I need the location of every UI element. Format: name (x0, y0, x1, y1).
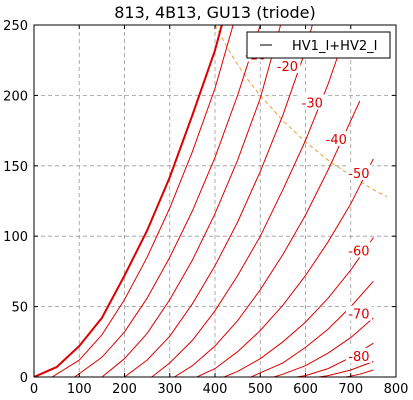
curve-label: -60 (348, 244, 369, 259)
x-tick-label: 500 (248, 382, 273, 397)
legend: HV1_I+HV2_I (246, 31, 391, 59)
curve-label-bg (274, 57, 301, 73)
grid-bias-curve-11 (319, 361, 374, 377)
x-tick-label: 800 (384, 382, 409, 397)
curve-label-bg (345, 164, 372, 180)
x-tick-label: 0 (30, 382, 38, 397)
plate-curves (34, 25, 388, 377)
y-tick-label: 150 (3, 160, 28, 175)
y-tick-label: 250 (3, 19, 28, 34)
grid-bias-curve-9 (273, 317, 374, 377)
grid-bias-curve-4 (151, 31, 347, 377)
curve-label: -40 (326, 133, 347, 148)
x-tick-label: 100 (67, 382, 92, 397)
grid-bias-curve-3 (124, 25, 313, 377)
x-tick-label: 300 (157, 382, 182, 397)
curve-label: -80 (348, 350, 369, 365)
dissipation-curve (214, 25, 388, 198)
y-tick-label: 100 (3, 230, 28, 245)
y-tick-label: 0 (20, 371, 28, 386)
grid-bias-curve-0 (51, 25, 234, 377)
curve-label: -30 (302, 96, 323, 111)
grid-bias-curve-2 (101, 25, 282, 377)
y-tick-label: 200 (3, 89, 28, 104)
legend-label: HV1_I+HV2_I (292, 39, 377, 54)
y-tick-label: 50 (11, 301, 28, 316)
zero-bias-curve (34, 25, 223, 377)
x-tick-label: 600 (293, 382, 318, 397)
curve-label: -50 (348, 167, 369, 182)
curve-label-bg (299, 94, 326, 110)
grid-bias-curve-6 (196, 158, 374, 377)
curve-label-bg (345, 305, 372, 321)
chart-title: 813, 4B13, GU13 (triode) (114, 3, 316, 22)
curve-label-bg (323, 131, 350, 147)
x-tick-label: 400 (203, 382, 228, 397)
curve-labels: -10-20-30-40-50-60-70-80 (242, 46, 372, 365)
x-tick-label: 200 (112, 382, 137, 397)
grid (34, 25, 396, 377)
grid-bias-curve-1 (74, 25, 261, 377)
x-tick-label: 700 (338, 382, 363, 397)
curve-label: -70 (348, 308, 369, 323)
curve-label: -20 (277, 60, 298, 75)
axis-ticks: 0 100 200 300 400 500 600 700 800 0 50 100 150 200 250 (3, 19, 408, 397)
curve-label-bg (345, 347, 372, 363)
grid-bias-curve-7 (223, 237, 374, 377)
curve-label-bg (345, 242, 372, 258)
